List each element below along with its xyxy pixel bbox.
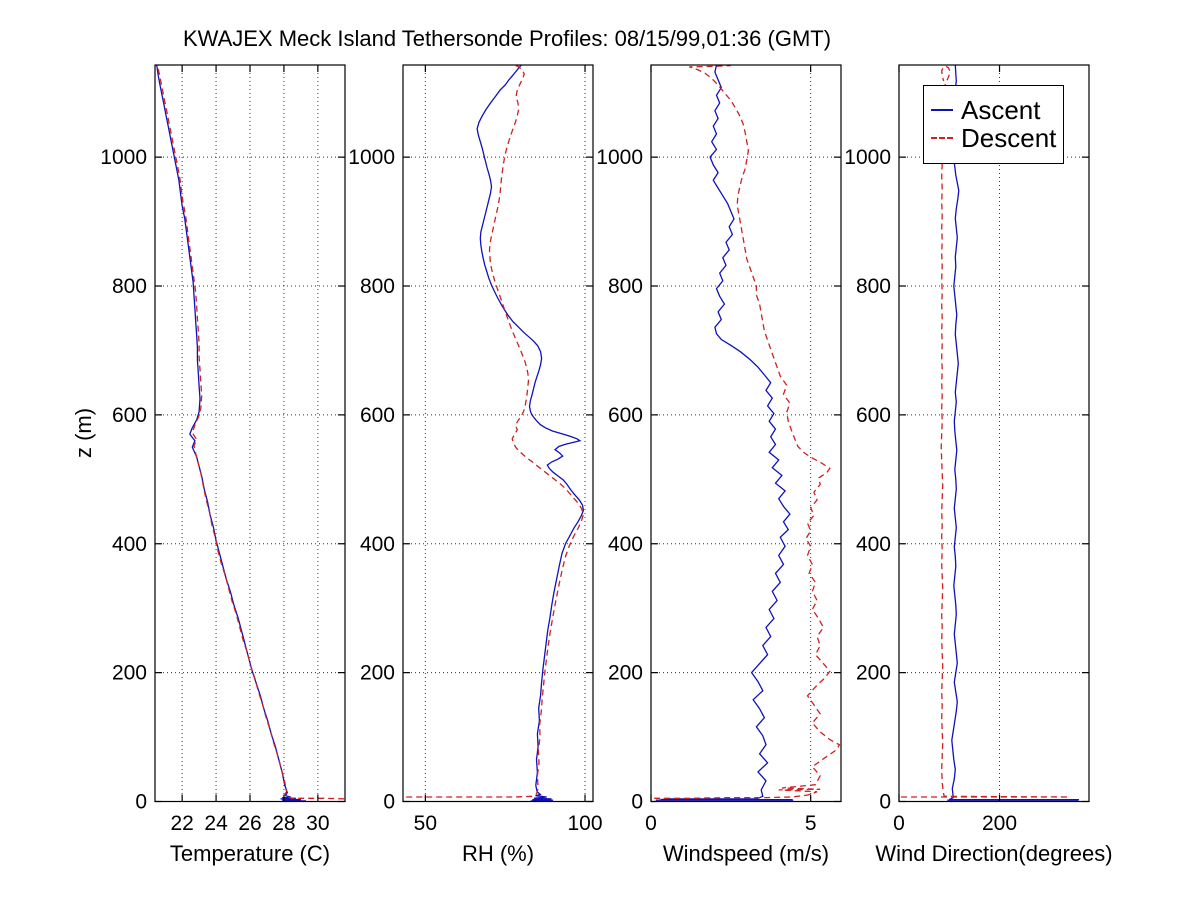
subplot-windspeed: 0 5 0 200 400 600 800 1000 Windspeed (m/s) (596, 64, 842, 866)
y-tick-label: 400 (856, 533, 891, 556)
y-tick-label: 1000 (348, 146, 395, 169)
descent-curve-temperature (156, 65, 345, 800)
y-tick-label: 600 (360, 404, 395, 427)
legend-entry-descent: Descent (924, 124, 1063, 152)
x-tick-label: 28 (272, 812, 295, 835)
y-tick-label: 400 (360, 533, 395, 556)
descent-curve-wind-direction (901, 65, 1069, 798)
x-axis-label-windspeed: Windspeed (m/s) (663, 841, 829, 866)
legend-label-ascent: Ascent (961, 95, 1041, 125)
x-tick-label: 200 (982, 812, 1017, 835)
y-tick-label: 800 (608, 275, 643, 298)
y-tick-label: 200 (360, 662, 395, 685)
y-tick-label: 600 (856, 404, 891, 427)
subplot-wind-direction: 0 200 0 200 400 600 800 1000 Wind Direction(degr… (844, 64, 1113, 866)
y-tick-label: 0 (383, 791, 395, 814)
ascent-curve-wind-direction (947, 65, 1080, 801)
y-tick-label: 0 (879, 791, 891, 814)
x-axis-label-rh: RH (%) (462, 841, 534, 866)
x-tick-label: 100 (567, 812, 602, 835)
figure-title: KWAJEX Meck Island Tethersonde Profiles:… (182, 26, 832, 51)
plot-border (402, 64, 594, 803)
x-tick-label: 24 (204, 812, 228, 835)
x-tick-label: 5 (805, 812, 817, 835)
y-tick-label: 800 (112, 275, 147, 298)
y-tick-label: 200 (856, 662, 891, 685)
y-tick-label: 800 (856, 275, 891, 298)
ascent-curve-temperature (156, 65, 307, 802)
y-axis-label: z (m) (71, 408, 96, 458)
ascent-curve-windspeed (655, 65, 794, 801)
subplot-temperature: 22 24 26 28 30 0 200 400 600 800 1000 Temperature (… (71, 64, 346, 866)
plot-border (650, 64, 842, 803)
x-axis-label-temperature: Temperature (C) (170, 841, 330, 866)
y-tick-label: 800 (360, 275, 395, 298)
legend-label-descent: Descent (961, 123, 1057, 153)
legend-entry-ascent: Ascent (924, 96, 1063, 124)
descent-line-sample (931, 137, 953, 139)
y-tick-label: 0 (631, 791, 643, 814)
x-axis-label-wind-direction: Wind Direction(degrees) (875, 841, 1112, 866)
y-tick-label: 600 (608, 404, 643, 427)
y-tick-label: 1000 (596, 146, 643, 169)
y-tick-label: 600 (112, 404, 147, 427)
y-tick-label: 400 (112, 533, 147, 556)
y-tick-label: 400 (608, 533, 643, 556)
descent-curve-windspeed (654, 65, 841, 799)
x-tick-label: 0 (645, 812, 657, 835)
ascent-curve-rh (476, 65, 585, 802)
descent-curve-rh (406, 65, 584, 798)
x-tick-label: 50 (414, 812, 437, 835)
y-tick-label: 200 (608, 662, 643, 685)
x-tick-label: 0 (893, 812, 905, 835)
legend-box: Ascent Descent (923, 85, 1064, 164)
ascent-line-sample (931, 109, 953, 111)
x-tick-label: 22 (170, 812, 193, 835)
y-tick-label: 1000 (844, 146, 891, 169)
y-tick-label: 1000 (100, 146, 147, 169)
y-tick-label: 0 (135, 791, 147, 814)
x-tick-label: 26 (238, 812, 261, 835)
y-tick-label: 200 (112, 662, 147, 685)
x-tick-label: 30 (306, 812, 329, 835)
plot-border (898, 64, 1090, 803)
